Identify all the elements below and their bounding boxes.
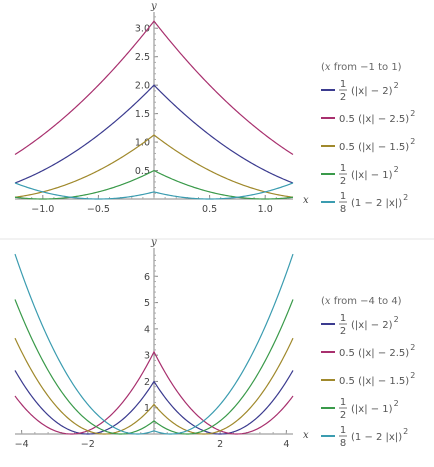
legend-title: (x from −1 to 1): [321, 62, 402, 73]
series-line-2: [14, 350, 294, 435]
y-tick-label: 6: [144, 272, 150, 283]
legend-exponent: 2: [394, 165, 399, 174]
legend-entry: 12(|x| − 1)2: [321, 163, 399, 187]
y-tick-label: 0.5: [135, 166, 150, 177]
y-axis-label: y: [150, 1, 157, 12]
legend-frac-num: 1: [340, 191, 346, 202]
x-tick-label: −2: [81, 439, 95, 450]
x-tick-label: 0.5: [202, 204, 217, 215]
x-tick-label: 4: [283, 439, 289, 450]
legend-title: (x from −4 to 4): [321, 296, 402, 307]
y-tick-label: 2.5: [135, 52, 150, 63]
legend-exponent: 2: [410, 137, 415, 146]
series-line-1: [14, 370, 294, 435]
legend-exponent: 2: [403, 427, 408, 436]
legend-frac-num: 1: [340, 313, 346, 324]
legend-entry: 0.5 (|x| − 2.5)2: [321, 109, 415, 125]
legend-label: (|x| − 2): [351, 86, 393, 97]
x-tick-label: −1.0: [31, 204, 54, 215]
y-tick-label: 5: [144, 298, 150, 309]
legend-label: (|x| − 2): [351, 320, 393, 331]
legend-exponent: 2: [410, 371, 415, 380]
series-line-2: [14, 20, 294, 156]
x-tick-label: 2: [217, 439, 223, 450]
legend-frac-den: 2: [340, 176, 346, 187]
y-tick-label: 3: [144, 351, 150, 362]
y-tick-label: 4: [144, 324, 150, 335]
legend-entry: 12(|x| − 1)2: [321, 397, 399, 421]
legend-frac-den: 2: [340, 92, 346, 103]
legend-frac-num: 1: [340, 397, 346, 408]
legend-frac-den: 8: [340, 438, 346, 449]
legend-entry: 0.5 (|x| − 2.5)2: [321, 343, 415, 359]
legend-frac-num: 1: [340, 425, 346, 436]
legend-frac-num: 1: [340, 163, 346, 174]
legend-exponent: 2: [410, 109, 415, 118]
legend-exponent: 2: [394, 399, 399, 408]
legend-label: (|x| − 1): [351, 170, 393, 181]
series-line-5: [14, 182, 294, 200]
series-line-4: [14, 169, 294, 200]
legend-exponent: 2: [403, 193, 408, 202]
legend-exponent: 2: [394, 81, 399, 90]
x-axis-label: x: [303, 430, 309, 441]
legend-label: (1 − 2 |x|): [351, 198, 402, 209]
legend-entry: 0.5 (|x| − 1.5)2: [321, 137, 415, 153]
legend-exponent: 2: [410, 343, 415, 352]
legend-label: (|x| − 1): [351, 404, 393, 415]
x-tick-label: 1.0: [258, 204, 273, 215]
y-tick-label: 1: [144, 403, 150, 414]
x-axis-label: x: [303, 195, 309, 206]
legend-entry: 1 8 (1 − 2 |x|)2: [321, 425, 408, 449]
y-tick-label: 2: [144, 377, 150, 388]
legend-label: 0.5 (|x| − 2.5): [339, 348, 409, 359]
legend-entry: 1 8 (1 − 2 |x|)2: [321, 191, 408, 215]
x-tick-label: −4: [15, 439, 29, 450]
legend: (x from −1 to 1)12(|x| − 2)20.5 (|x| − 2…: [321, 62, 415, 215]
legend-label: 0.5 (|x| − 2.5): [339, 114, 409, 125]
series-line-5: [14, 253, 294, 435]
x-tick-label: −0.5: [87, 204, 110, 215]
legend-label: 0.5 (|x| − 1.5): [339, 142, 409, 153]
y-tick-label: 1.5: [135, 109, 150, 120]
legend-frac-den: 2: [340, 410, 346, 421]
legend-frac-num: 1: [340, 79, 346, 90]
legend-frac-den: 8: [340, 204, 346, 215]
y-tick-label: 2.0: [135, 81, 150, 92]
y-tick-label: 3.0: [135, 24, 150, 35]
legend-entry: 12(|x| − 2)2: [321, 79, 399, 103]
legend-frac-den: 2: [340, 326, 346, 337]
legend: (x from −4 to 4)12(|x| − 2)20.5 (|x| − 2…: [321, 296, 415, 449]
series-line-4: [14, 299, 294, 435]
series-line-3: [14, 337, 294, 435]
y-axis-label: y: [150, 237, 157, 248]
legend-exponent: 2: [394, 315, 399, 324]
legend-entry: 0.5 (|x| − 1.5)2: [321, 371, 415, 387]
legend-label: 0.5 (|x| − 1.5): [339, 376, 409, 387]
series-line-3: [14, 134, 294, 198]
legend-entry: 12(|x| − 2)2: [321, 313, 399, 337]
chart-panel-1: xy−1.0 −0.5 0.5 1.00.51.01.52.02.53.0(x fro…: [14, 1, 415, 215]
legend-label: (1 − 2 |x|): [351, 432, 402, 443]
series-line-1: [14, 84, 294, 184]
